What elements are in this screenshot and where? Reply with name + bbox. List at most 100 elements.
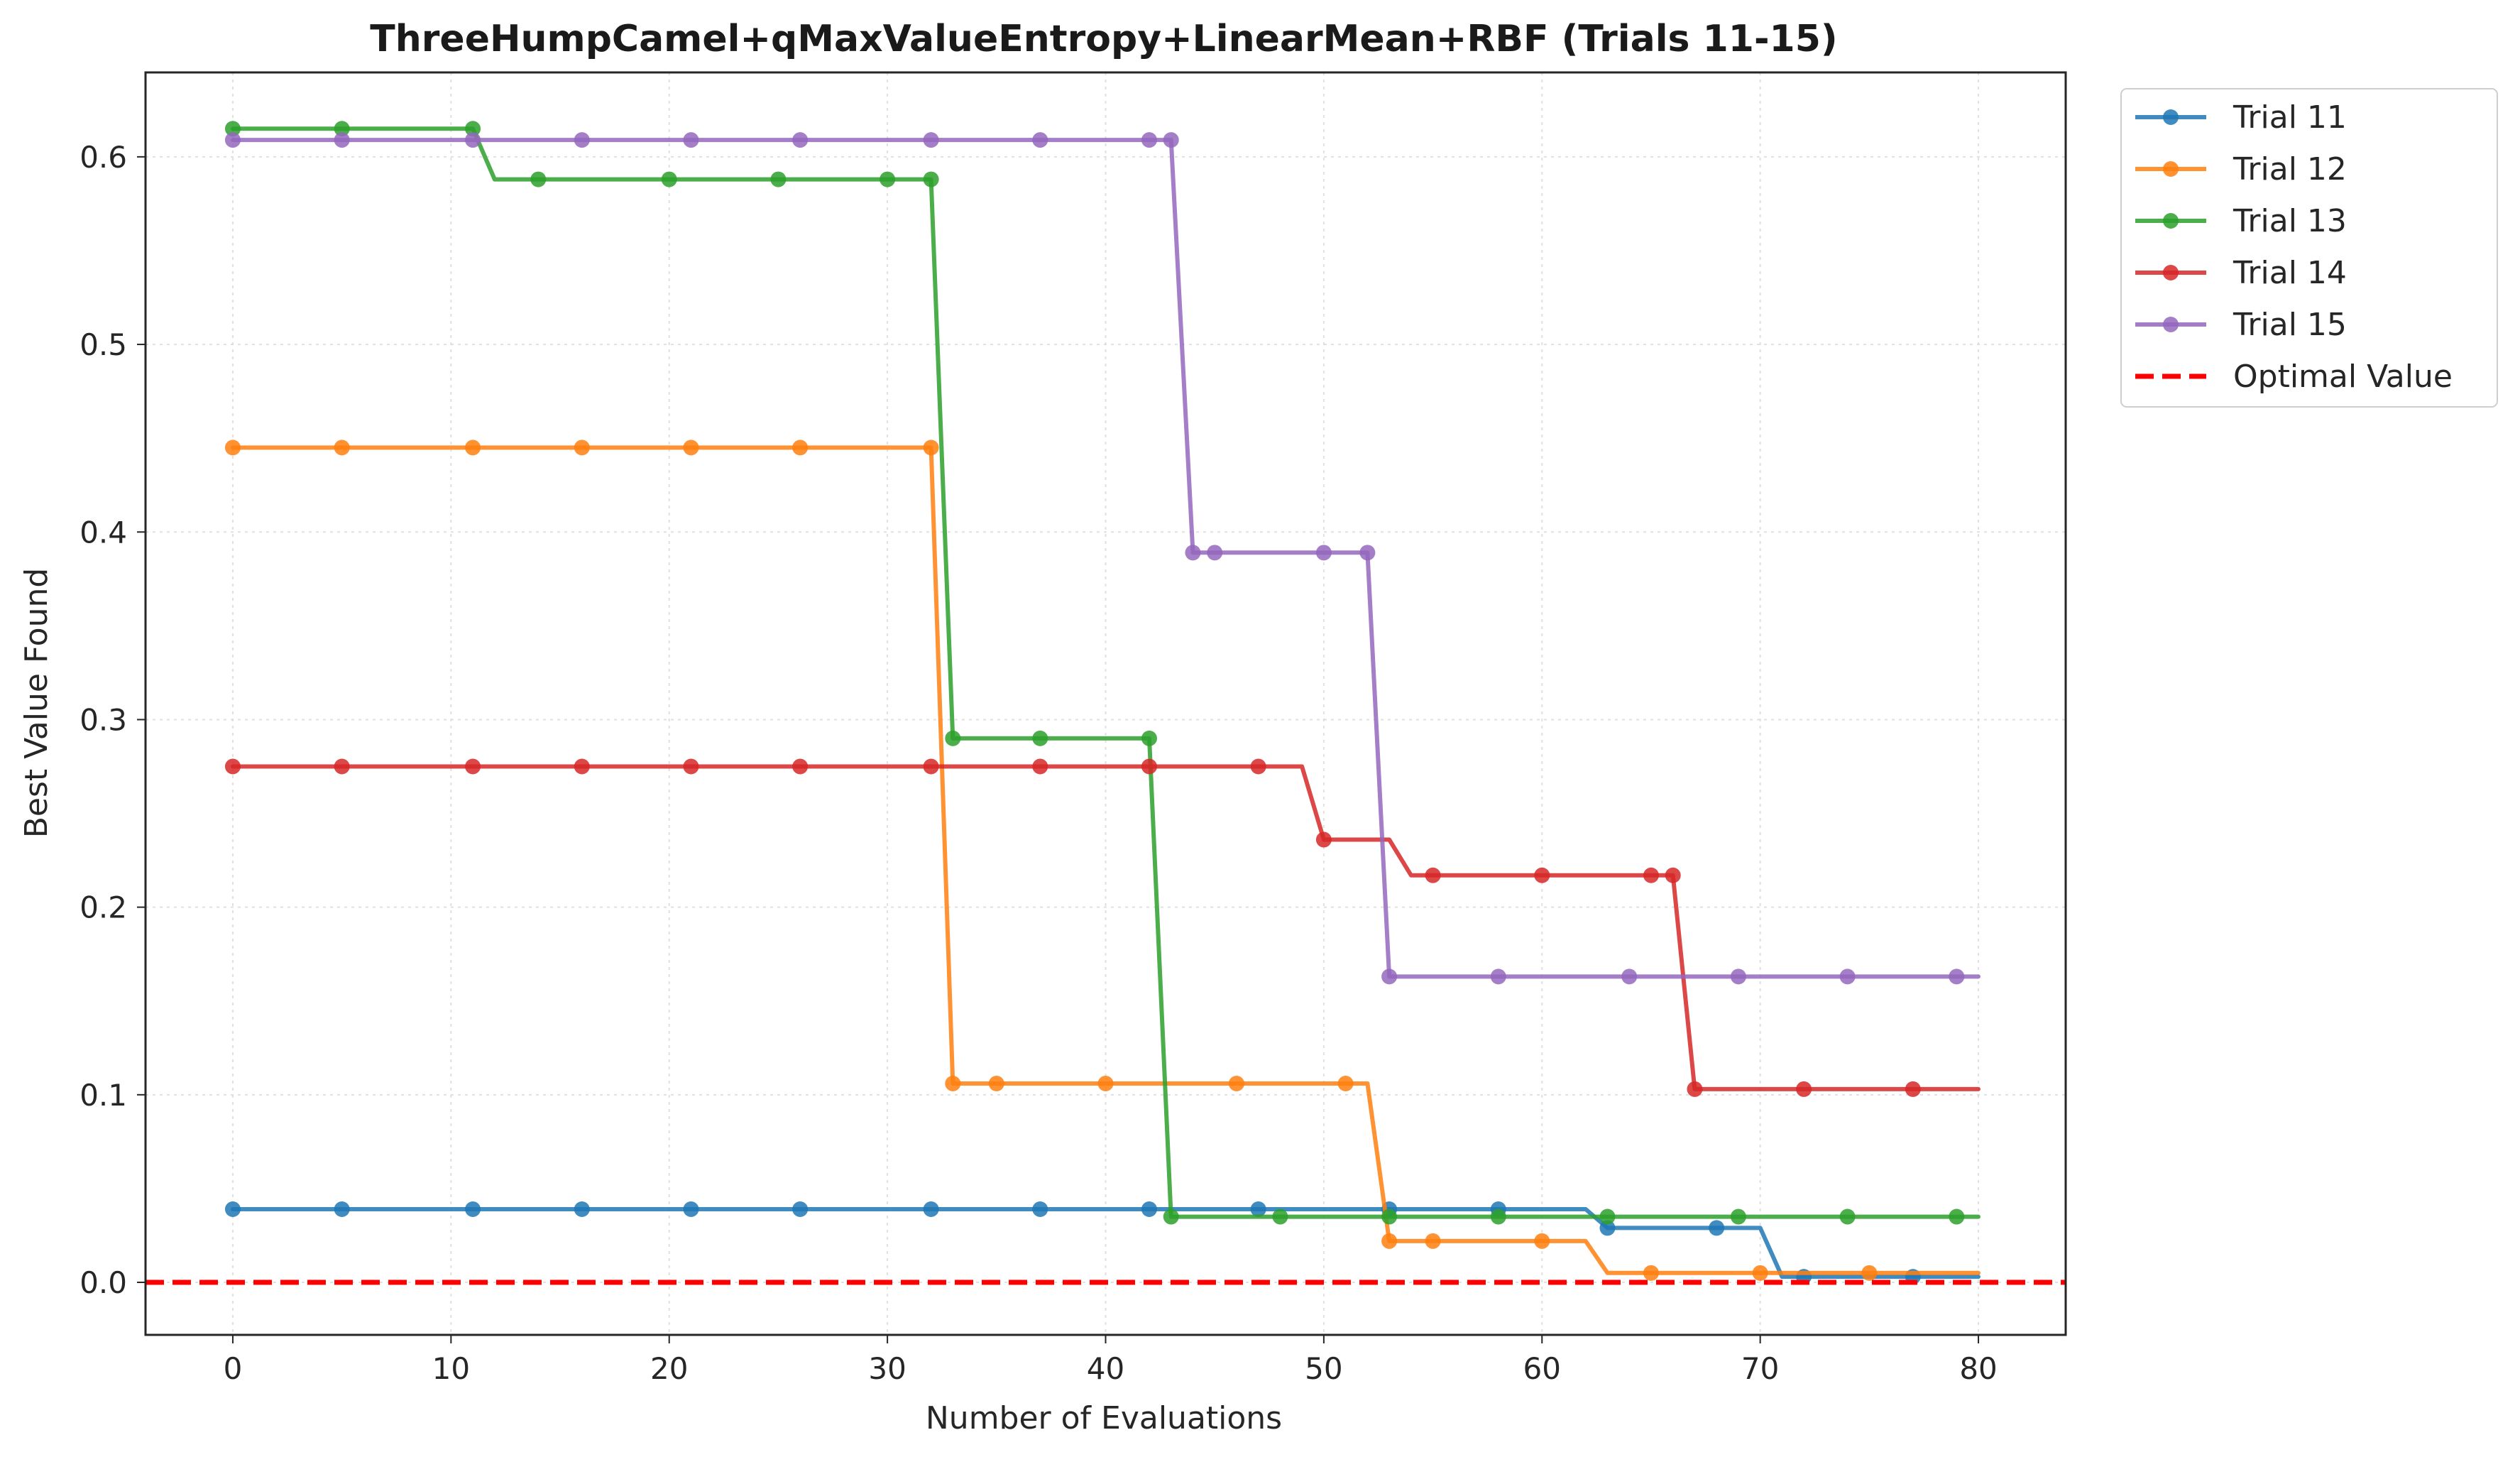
legend-label: Optimal Value bbox=[2233, 359, 2453, 395]
data-point bbox=[1163, 132, 1179, 148]
y-axis: 0.0 0.1 0.2 0.3 0.4 0.5 0.6 bbox=[80, 140, 146, 1300]
data-point bbox=[683, 440, 699, 456]
data-point bbox=[1425, 1233, 1441, 1249]
legend-label: Trial 15 bbox=[2233, 307, 2347, 343]
data-point bbox=[1032, 730, 1048, 746]
legend-marker bbox=[2163, 161, 2179, 177]
data-point bbox=[770, 171, 787, 187]
data-point bbox=[1163, 1208, 1179, 1225]
data-point bbox=[1730, 1208, 1746, 1225]
legend-item: Trial 12 bbox=[2135, 151, 2347, 187]
data-point bbox=[1250, 758, 1266, 775]
x-tick-label: 10 bbox=[432, 1351, 470, 1386]
data-point bbox=[683, 1201, 699, 1217]
data-point bbox=[1032, 132, 1048, 148]
legend-item: Optimal Value bbox=[2135, 359, 2453, 395]
data-point bbox=[923, 1201, 939, 1217]
data-point bbox=[945, 730, 961, 746]
series-line bbox=[231, 138, 1981, 979]
data-point bbox=[1141, 730, 1157, 746]
data-point bbox=[792, 758, 809, 775]
data-point bbox=[334, 132, 350, 148]
data-point bbox=[1097, 1075, 1114, 1091]
data-point bbox=[465, 132, 481, 148]
data-point bbox=[880, 171, 896, 187]
data-point bbox=[1534, 867, 1550, 883]
data-point bbox=[530, 171, 547, 187]
data-point bbox=[1141, 132, 1157, 148]
data-point bbox=[1730, 968, 1746, 985]
x-tick-label: 20 bbox=[650, 1351, 688, 1386]
series-trial-15 bbox=[224, 132, 1981, 985]
data-point bbox=[1643, 867, 1659, 883]
data-point bbox=[1839, 968, 1856, 985]
data-point bbox=[988, 1075, 1004, 1091]
data-point bbox=[334, 758, 350, 775]
legend-box bbox=[2120, 88, 2498, 408]
y-tick-label: 0.6 bbox=[80, 140, 127, 175]
series-line bbox=[231, 764, 1981, 1091]
data-point bbox=[1032, 1201, 1048, 1217]
data-point bbox=[334, 440, 350, 456]
x-tick-label: 80 bbox=[1959, 1351, 1997, 1386]
data-point bbox=[224, 121, 241, 137]
data-point bbox=[465, 440, 481, 456]
chart-title: ThreeHumpCamel+qMaxValueEntropy+LinearMe… bbox=[370, 18, 1837, 60]
legend-item: Trial 13 bbox=[2135, 203, 2347, 239]
x-tick-label: 30 bbox=[868, 1351, 906, 1386]
data-point bbox=[1490, 968, 1506, 985]
data-point bbox=[923, 171, 939, 187]
legend-label: Trial 12 bbox=[2233, 151, 2347, 187]
legend-marker bbox=[2163, 213, 2179, 229]
data-point bbox=[465, 121, 481, 137]
data-point bbox=[1665, 867, 1681, 883]
data-point bbox=[1228, 1075, 1244, 1091]
y-tick-label: 0.4 bbox=[80, 515, 127, 550]
series-trial-12 bbox=[224, 440, 1981, 1281]
data-point bbox=[224, 758, 241, 775]
data-point bbox=[1315, 545, 1332, 561]
data-point bbox=[1709, 1220, 1725, 1236]
data-point bbox=[923, 132, 939, 148]
data-point bbox=[1621, 968, 1638, 985]
legend: Trial 11 Trial 12 Trial 13 Trial 14 Trial 15… bbox=[2120, 88, 2498, 408]
data-point bbox=[1599, 1208, 1616, 1225]
x-tick-label: 0 bbox=[224, 1351, 243, 1386]
data-point bbox=[1381, 1233, 1398, 1249]
y-axis-label: Best Value Found bbox=[18, 568, 55, 839]
data-point bbox=[1490, 1208, 1506, 1225]
data-point bbox=[334, 121, 350, 137]
data-point bbox=[1359, 545, 1376, 561]
data-point bbox=[1381, 1208, 1398, 1225]
data-point bbox=[1796, 1081, 1812, 1097]
data-point bbox=[683, 758, 699, 775]
data-point bbox=[683, 132, 699, 148]
data-point bbox=[792, 1201, 809, 1217]
data-point bbox=[574, 132, 590, 148]
data-point bbox=[945, 1075, 961, 1091]
legend-item: Trial 15 bbox=[2135, 307, 2347, 343]
series-line bbox=[231, 1207, 1981, 1279]
data-point bbox=[1949, 1208, 1965, 1225]
x-axis: 0 10 20 30 40 50 60 70 80 bbox=[224, 1335, 1998, 1386]
legend-label: Trial 14 bbox=[2233, 255, 2347, 291]
data-point bbox=[792, 440, 809, 456]
data-point bbox=[224, 1201, 241, 1217]
data-point bbox=[1752, 1265, 1768, 1281]
data-point bbox=[1272, 1208, 1288, 1225]
data-point bbox=[1687, 1081, 1703, 1097]
data-point bbox=[334, 1201, 350, 1217]
data-point bbox=[1185, 545, 1201, 561]
data-point bbox=[1905, 1081, 1921, 1097]
data-point bbox=[792, 132, 809, 148]
data-point bbox=[1643, 1265, 1659, 1281]
legend-item: Trial 11 bbox=[2135, 99, 2347, 136]
data-point bbox=[1032, 758, 1048, 775]
x-tick-label: 70 bbox=[1741, 1351, 1779, 1386]
data-point bbox=[574, 758, 590, 775]
data-point bbox=[1315, 831, 1332, 848]
data-point bbox=[224, 132, 241, 148]
data-point bbox=[1207, 545, 1223, 561]
y-tick-label: 0.0 bbox=[80, 1265, 127, 1300]
data-point bbox=[1381, 968, 1398, 985]
